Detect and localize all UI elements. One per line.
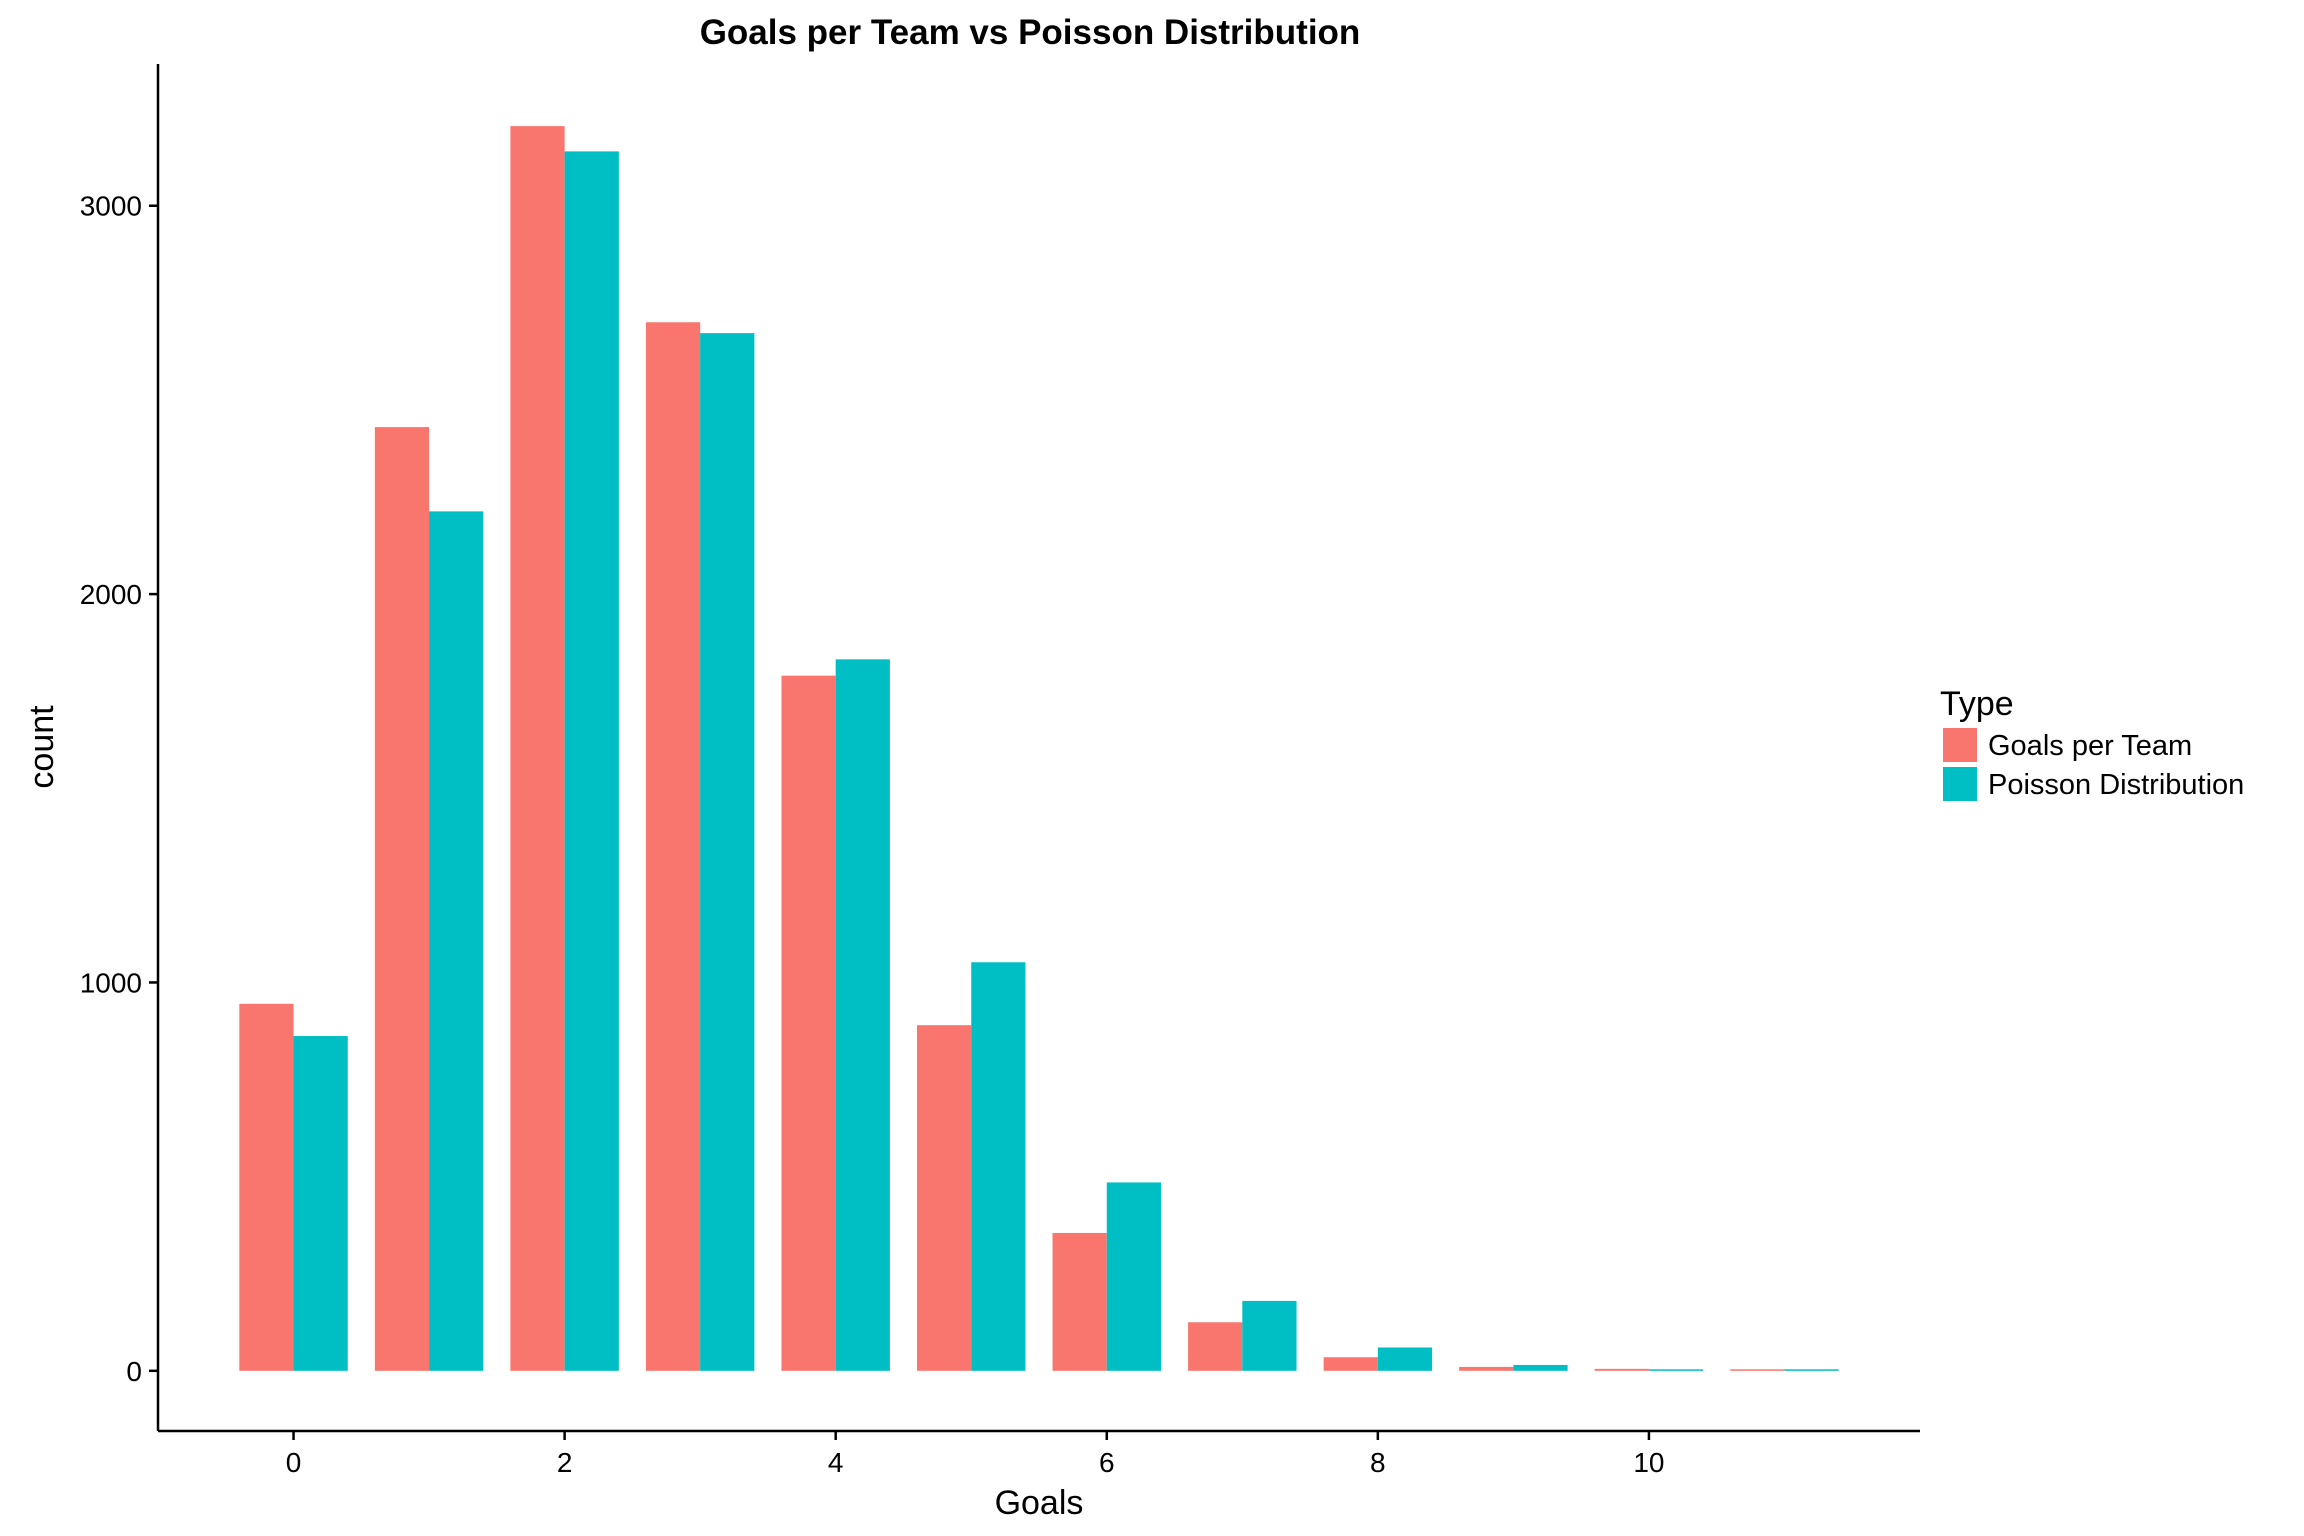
legend: Type Goals per Team Poisson Distribution: [1940, 685, 2244, 801]
x-tick-label: 10: [1633, 1447, 1664, 1478]
bar-poisson-distribution-5: [971, 962, 1026, 1371]
bar-goals-per-team-6: [1052, 1232, 1107, 1371]
axes: [156, 64, 1920, 1433]
bar-goals-per-team-0: [239, 1003, 294, 1371]
x-tick-label: 6: [1099, 1447, 1115, 1478]
bar-goals-per-team-5: [917, 1025, 972, 1371]
y-tick-label: 0: [126, 1356, 142, 1387]
y-tick-label: 3000: [80, 191, 142, 222]
bar-poisson-distribution-7: [1242, 1300, 1297, 1371]
x-axis-ticks: 0 2 4 6 8 10: [286, 1431, 1665, 1478]
legend-key-goals-per-team: [1943, 728, 1977, 762]
legend-key-poisson-distribution: [1943, 767, 1977, 801]
bar-poisson-distribution-9: [1513, 1364, 1568, 1371]
bar-poisson-distribution-3: [700, 333, 755, 1371]
legend-items: Goals per Team Poisson Distribution: [1943, 728, 2244, 801]
bar-goals-per-team-4: [781, 675, 836, 1371]
bar-goals-per-team-10: [1594, 1368, 1649, 1371]
x-axis-title: Goals: [995, 1484, 1084, 1522]
x-tick-label: 0: [286, 1447, 302, 1478]
x-tick-label: 2: [557, 1447, 573, 1478]
bar-goals-per-team-11: [1730, 1369, 1785, 1371]
bar-poisson-distribution-0: [293, 1036, 348, 1371]
legend-label-goals-per-team: Goals per Team: [1988, 730, 2192, 762]
bar-goals-per-team-3: [645, 322, 701, 1371]
y-tick-label: 1000: [80, 967, 142, 998]
bar-goals-per-team-7: [1188, 1322, 1243, 1371]
bar-goals-per-team-2: [510, 126, 565, 1371]
y-axis-title: count: [23, 705, 61, 789]
bar-poisson-distribution-10: [1648, 1369, 1704, 1371]
bar-poisson-distribution-4: [835, 659, 890, 1371]
chart-title: Goals per Team vs Poisson Distribution: [700, 13, 1361, 52]
bar-goals-per-team-8: [1323, 1357, 1378, 1371]
bar-poisson-distribution-8: [1377, 1347, 1433, 1371]
bar-poisson-distribution-11: [1784, 1369, 1839, 1371]
legend-label-poisson-distribution: Poisson Distribution: [1988, 769, 2244, 801]
bar-poisson-distribution-1: [429, 511, 484, 1371]
x-tick-label: 8: [1370, 1447, 1386, 1478]
bar-goals-per-team-9: [1459, 1366, 1514, 1371]
bars: [239, 126, 1839, 1371]
legend-title: Type: [1940, 685, 2014, 723]
bar-goals-per-team-1: [374, 427, 430, 1371]
bar-poisson-distribution-6: [1106, 1182, 1161, 1371]
bar-poisson-distribution-2: [564, 151, 619, 1371]
y-tick-label: 2000: [80, 579, 142, 610]
x-tick-label: 4: [828, 1447, 844, 1478]
y-axis-ticks: 0 1000 2000 3000: [80, 191, 158, 1387]
